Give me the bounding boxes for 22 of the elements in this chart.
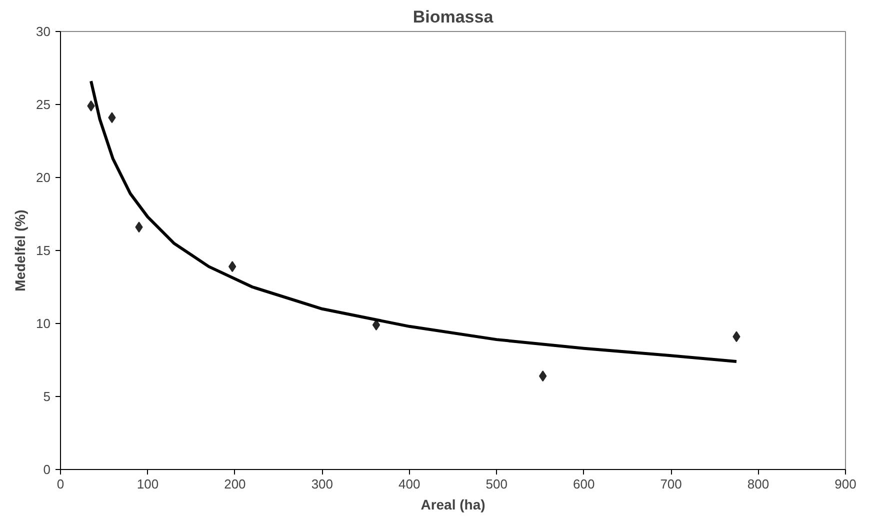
x-tick-label: 100 xyxy=(136,476,159,492)
x-tick-label: 600 xyxy=(572,476,595,492)
y-tick-label: 0 xyxy=(43,462,51,477)
x-tick-label: 800 xyxy=(747,476,770,492)
x-tick-label: 700 xyxy=(660,476,682,492)
y-tick-label: 20 xyxy=(36,170,51,185)
chart-title: Biomassa xyxy=(412,8,494,26)
line-series xyxy=(90,80,738,363)
y-tick-label: 30 xyxy=(36,24,51,39)
x-tick-label: 0 xyxy=(56,476,64,492)
y-tick-label: 5 xyxy=(43,389,51,404)
x-axis-title: Areal (ha) xyxy=(420,496,486,512)
x-tick-label: 200 xyxy=(224,476,246,492)
y-tick-label: 15 xyxy=(36,243,51,258)
x-tick-label: 900 xyxy=(834,476,856,492)
point xyxy=(228,261,236,272)
x-tick-label: 500 xyxy=(486,476,508,492)
y-tick-label: 25 xyxy=(36,97,51,112)
x-tick-label: 300 xyxy=(311,476,334,492)
x-tick-label: 400 xyxy=(398,476,420,492)
y-axis-title: Medelfel (%) xyxy=(12,210,28,292)
y-tick-label: 10 xyxy=(36,316,51,331)
